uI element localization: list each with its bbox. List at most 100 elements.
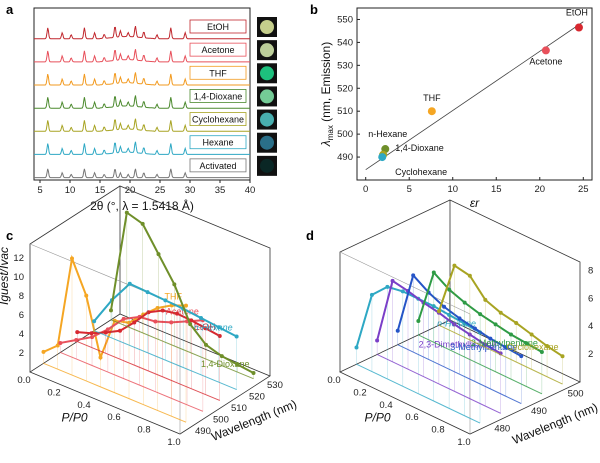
series-point — [160, 308, 165, 313]
x-tick-label: 5 — [407, 184, 412, 195]
series-point — [395, 328, 400, 333]
z-tick-label: 500 — [213, 415, 229, 426]
series-point — [92, 319, 97, 324]
sample-glow — [260, 20, 274, 34]
x-tick-label: 0.6 — [405, 412, 418, 423]
series-line — [34, 25, 250, 40]
y-tick-label: 12 — [13, 253, 24, 264]
series-label: 1,4-Dioxane — [201, 359, 250, 369]
y-tick-label: 8 — [19, 291, 24, 302]
series-label-box — [189, 89, 247, 103]
point-label: n-Hexane — [368, 129, 407, 139]
series-label: Acetone — [166, 306, 199, 316]
series-point — [369, 292, 374, 297]
x-tick-label: 1.0 — [167, 437, 180, 448]
floor-projection — [356, 363, 481, 424]
z-tick-label: 510 — [231, 403, 247, 414]
series-point — [156, 252, 161, 257]
z-tick-label: 530 — [267, 380, 283, 391]
x-axis-title: 2θ (°, λ = 1.5418 Å) — [90, 198, 194, 213]
series-point — [132, 320, 137, 325]
series-line — [34, 168, 250, 179]
series-label: Hexane — [202, 138, 233, 148]
z-tick-label: 490 — [195, 426, 211, 437]
z-axis-title: Wavelength (nm) — [510, 400, 600, 447]
series-label: 3-Methylpentane — [450, 342, 517, 352]
x-tick-label: 25 — [155, 185, 166, 196]
series-point — [560, 354, 565, 359]
y-tick-label: 8 — [588, 265, 593, 276]
y-tick-label: 510 — [337, 106, 353, 117]
series-point — [121, 316, 126, 321]
series-point — [175, 311, 179, 316]
y-tick-label: 550 — [337, 14, 353, 25]
series-point — [140, 221, 145, 226]
series-point — [109, 308, 113, 313]
data-point — [541, 46, 550, 55]
series-point — [55, 343, 60, 348]
z-tick-label: 520 — [249, 391, 265, 402]
series-point — [58, 340, 63, 345]
series-point — [153, 319, 158, 324]
x-tick-label: 15 — [491, 184, 502, 195]
x-tick-label: 0.6 — [107, 412, 120, 423]
series-point — [437, 309, 441, 314]
series-point — [188, 322, 193, 327]
point-label: Acetone — [529, 56, 562, 66]
series-point — [234, 334, 239, 339]
y-tick-label: 520 — [337, 83, 353, 94]
x-tick-label: 10 — [65, 185, 76, 196]
z-tick-label: 490 — [531, 406, 547, 417]
series-point — [219, 354, 224, 359]
series-point — [146, 310, 151, 315]
point-label: THF — [423, 93, 441, 103]
panel-d-3d: 0.0 0.2 0.4 0.6 0.8 1.0 480 490 500 2 4 6 8 P/P0 Wavel… — [327, 199, 600, 448]
point-label: 1,4-Dioxane — [395, 143, 444, 153]
series-point — [98, 355, 103, 360]
series-point — [472, 326, 477, 331]
series-line — [34, 72, 250, 86]
floor-projection — [110, 319, 254, 380]
series-label-box — [189, 158, 247, 173]
y-axis-title-sub: max — [326, 125, 335, 140]
series-point — [203, 326, 208, 331]
series-point — [385, 284, 390, 289]
series-point — [390, 278, 395, 283]
x-tick-label: 1.0 — [457, 437, 470, 448]
series-label: n-Hexane — [194, 322, 233, 332]
x-tick-label: 10 — [447, 184, 458, 195]
x-tick-label: 5 — [37, 185, 42, 196]
series-point — [75, 330, 80, 335]
series-point — [217, 333, 222, 338]
series-point — [118, 328, 122, 333]
series-point — [155, 306, 160, 311]
x-tick-label: 0.2 — [353, 387, 366, 398]
series-point — [124, 210, 129, 215]
series-point — [503, 345, 508, 350]
series-point — [169, 320, 174, 325]
y-tick-label: 6 — [588, 293, 593, 304]
y-tick-label: 10 — [13, 272, 24, 283]
y-axis-title: Iguest/Ivac — [0, 247, 11, 305]
series-label: EtOH — [207, 22, 229, 32]
series-label: THF — [165, 292, 183, 302]
x-tick-label: 35 — [215, 185, 226, 196]
x-tick-label: 40 — [245, 185, 256, 196]
series-point — [488, 336, 493, 341]
series-point — [199, 315, 203, 320]
y-axis-title-rest: (nm, Emission) — [319, 42, 333, 125]
series-point — [105, 327, 110, 332]
floor-projection — [418, 334, 543, 395]
sample-glow — [260, 158, 274, 173]
back-wall — [449, 199, 581, 382]
x-tick-label: 0.0 — [327, 375, 340, 386]
y-tick-label: 540 — [337, 37, 353, 48]
series-point — [103, 330, 108, 335]
data-point — [427, 107, 436, 116]
series-line — [34, 49, 250, 63]
x-tick-label: 0 — [363, 184, 368, 195]
series-point — [216, 325, 221, 330]
panel-label-d: d — [306, 228, 314, 243]
series-point — [189, 318, 194, 323]
